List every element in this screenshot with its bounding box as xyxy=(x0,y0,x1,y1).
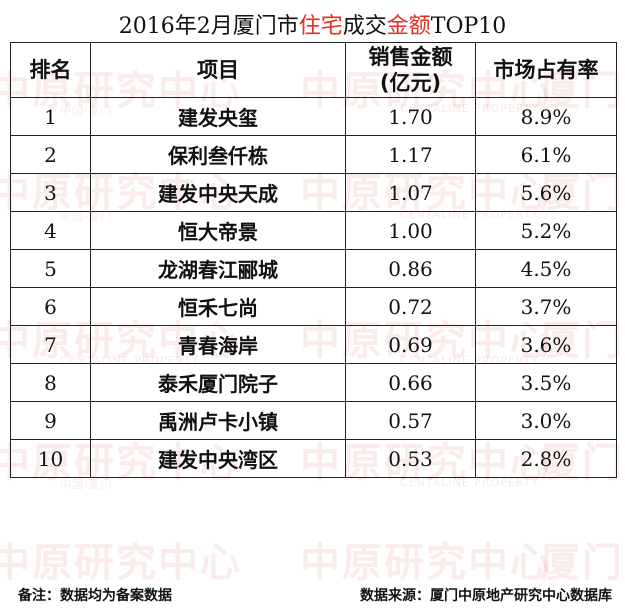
project-cell: 建发中央天成 xyxy=(90,173,346,212)
share-cell: 6.1% xyxy=(475,135,617,174)
amount-cell: 1.70 xyxy=(345,97,476,136)
share-cell: 3.0% xyxy=(475,401,617,440)
table-row: 2 保利叁仟栋 1.17 6.1% xyxy=(10,135,617,174)
title-prefix: 2016年2月厦门市 xyxy=(118,14,299,39)
amount-cell: 1.17 xyxy=(345,135,476,174)
table-row: 4 恒大帝景 1.00 5.2% xyxy=(10,211,617,250)
amount-cell: 0.53 xyxy=(345,439,476,478)
header-amount-unit: (亿元) xyxy=(379,71,442,95)
watermark-text: 厦门 xyxy=(540,540,624,586)
share-cell: 4.5% xyxy=(475,249,617,288)
rank-cell: 10 xyxy=(10,439,91,478)
project-cell: 禹洲卢卡小镇 xyxy=(90,401,346,440)
title-highlight-amount: 金额 xyxy=(386,14,431,39)
rank-cell: 4 xyxy=(10,211,91,250)
header-rank: 排名 xyxy=(10,42,91,98)
rank-cell: 7 xyxy=(10,325,91,364)
header-amount-label: 销售金额 xyxy=(368,44,453,69)
header-project: 项目 xyxy=(90,42,346,98)
table-row: 3 建发中央天成 1.07 5.6% xyxy=(10,173,617,212)
table-row: 7 青春海岸 0.69 3.6% xyxy=(10,325,617,364)
project-cell: 建发央玺 xyxy=(90,97,346,136)
header-amount: 销售金额 (亿元) xyxy=(345,42,476,98)
project-cell: 恒大帝景 xyxy=(90,211,346,250)
table-row: 10 建发中央湾区 0.53 2.8% xyxy=(10,439,617,478)
table-header-row: 排名 项目 销售金额 (亿元) 市场占有率 xyxy=(10,42,617,98)
share-cell: 5.6% xyxy=(475,173,617,212)
watermark-sub: 中国·厦门 xyxy=(60,478,113,491)
project-cell: 保利叁仟栋 xyxy=(90,135,346,174)
table-row: 5 龙湖春江郦城 0.86 4.5% xyxy=(10,249,617,288)
project-cell: 龙湖春江郦城 xyxy=(90,249,346,288)
rank-cell: 5 xyxy=(10,249,91,288)
rank-cell: 8 xyxy=(10,363,91,402)
share-cell: 5.2% xyxy=(475,211,617,250)
share-cell: 3.5% xyxy=(475,363,617,402)
watermark-text: 中原研究中心 xyxy=(0,540,242,586)
table-row: 1 建发央玺 1.70 8.9% xyxy=(10,97,617,136)
header-share: 市场占有率 xyxy=(475,42,617,98)
table-row: 6 恒禾七尚 0.72 3.7% xyxy=(10,287,617,326)
share-cell: 2.8% xyxy=(475,439,617,478)
amount-cell: 0.69 xyxy=(345,325,476,364)
title-highlight-residential: 住宅 xyxy=(298,14,343,39)
rank-cell: 9 xyxy=(10,401,91,440)
share-cell: 8.9% xyxy=(475,97,617,136)
share-cell: 3.6% xyxy=(475,325,617,364)
title-suffix: TOP10 xyxy=(430,14,507,39)
rank-cell: 2 xyxy=(10,135,91,174)
project-cell: 建发中央湾区 xyxy=(90,439,346,478)
rank-cell: 1 xyxy=(10,97,91,136)
watermark-text: 中原研究中心 xyxy=(300,540,552,586)
share-cell: 3.7% xyxy=(475,287,617,326)
table-row: 8 泰禾厦门院子 0.66 3.5% xyxy=(10,363,617,402)
project-cell: 青春海岸 xyxy=(90,325,346,364)
amount-cell: 0.86 xyxy=(345,249,476,288)
chart-title: 2016年2月厦门市住宅成交金额TOP10 xyxy=(0,8,625,40)
amount-cell: 0.66 xyxy=(345,363,476,402)
footer-note: 备注：数据均为备案数据 xyxy=(18,588,172,604)
amount-cell: 0.72 xyxy=(345,287,476,326)
amount-cell: 1.00 xyxy=(345,211,476,250)
footer-source: 数据来源：厦门中原地产研究中心数据库 xyxy=(360,588,612,604)
rank-cell: 3 xyxy=(10,173,91,212)
project-cell: 泰禾厦门院子 xyxy=(90,363,346,402)
amount-cell: 1.07 xyxy=(345,173,476,212)
title-mid: 成交 xyxy=(342,14,387,39)
project-cell: 恒禾七尚 xyxy=(90,287,346,326)
rank-cell: 6 xyxy=(10,287,91,326)
ranking-table: 排名 项目 销售金额 (亿元) 市场占有率 1 建发央玺 1.70 8.9% 2 保利叁仟栋… xyxy=(10,42,617,478)
amount-cell: 0.57 xyxy=(345,401,476,440)
table-row: 9 禹洲卢卡小镇 0.57 3.0% xyxy=(10,401,617,440)
